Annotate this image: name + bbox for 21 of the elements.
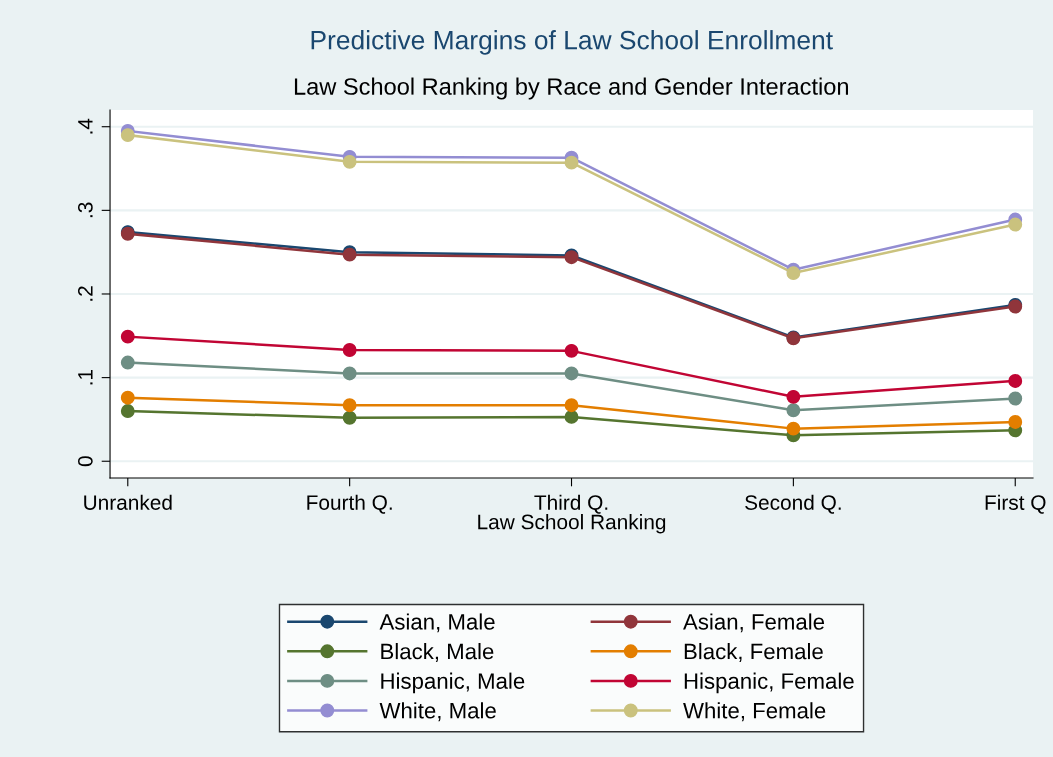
x-axis-title: Law School Ranking — [478, 514, 666, 534]
y-tick-label: 0 — [77, 456, 93, 467]
y-tick-label: .1 — [78, 369, 93, 385]
x-tick-label: First Q — [985, 494, 1046, 514]
x-tick-label: Second Q. — [745, 494, 841, 514]
legend-label: White, Male — [379, 702, 496, 722]
legend-label: Black, Female — [684, 642, 823, 662]
legend-label: Hispanic, Male — [381, 672, 525, 694]
x-tick-label: Third Q. — [534, 494, 608, 514]
y-tick-label: .3 — [77, 202, 93, 218]
chart-title: Predictive Margins of Law School Enrollment — [311, 30, 833, 55]
legend-label: White, Female — [683, 702, 826, 722]
y-tick-label: .4 — [78, 118, 93, 134]
y-tick-label: .2 — [77, 286, 93, 301]
legend-label: Black, Male — [381, 642, 494, 662]
legend-label: Asian, Female — [683, 613, 825, 633]
x-tick-label: Unranked — [84, 494, 172, 510]
legend-label: Hispanic, Female — [684, 672, 854, 694]
chart-subtitle: Law School Ranking by Race and Gender Interaction — [294, 77, 848, 100]
legend-label: Asian, Male — [379, 613, 495, 633]
x-tick-label: Fourth Q. — [307, 494, 392, 514]
